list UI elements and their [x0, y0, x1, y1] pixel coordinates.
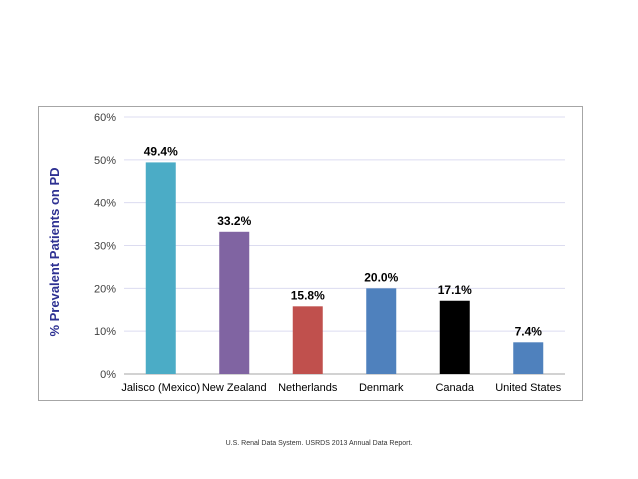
y-tick-label: 0%: [100, 369, 116, 381]
data-label: 33.2%: [217, 214, 251, 228]
y-axis-title: % Prevalent Patients on PD: [47, 167, 62, 336]
y-tick-label: 40%: [94, 198, 116, 210]
x-tick-label: Canada: [435, 382, 474, 394]
data-label: 15.8%: [291, 288, 325, 302]
y-tick-label: 50%: [94, 155, 116, 167]
x-tick-label: New Zealand: [202, 382, 267, 394]
chart-frame: 0% 10% 20% 30% 40% 50% 60% 49.4% 33.2% 15.8% 20.0…: [38, 106, 583, 401]
y-tick-label: 10%: [94, 326, 116, 338]
bar: [292, 306, 323, 374]
bar: [513, 342, 544, 374]
x-axis-ticks: Jalisco (Mexico) New Zealand Netherlands De…: [121, 382, 561, 394]
bar-chart: 0% 10% 20% 30% 40% 50% 60% 49.4% 33.2% 15.8% 20.0…: [47, 112, 565, 394]
bar: [219, 231, 250, 374]
data-label: 17.1%: [438, 283, 472, 297]
data-label: 49.4%: [144, 144, 178, 158]
bar: [145, 162, 176, 374]
data-label: 20.0%: [364, 270, 398, 284]
bar: [366, 288, 397, 374]
data-labels: 49.4% 33.2% 15.8% 20.0% 17.1% 7.4%: [144, 144, 543, 338]
x-tick-label: Netherlands: [278, 382, 338, 394]
y-tick-label: 30%: [94, 241, 116, 253]
gridlines: [124, 116, 565, 375]
bars: [145, 162, 544, 374]
y-axis-ticks: 0% 10% 20% 30% 40% 50% 60%: [94, 112, 116, 381]
x-tick-label: Denmark: [359, 382, 404, 394]
y-tick-label: 60%: [94, 112, 116, 124]
data-label: 7.4%: [515, 324, 543, 338]
x-tick-label: Jalisco (Mexico): [121, 382, 200, 394]
y-tick-label: 20%: [94, 283, 116, 295]
bar: [439, 300, 470, 374]
source-note: U.S. Renal Data System. USRDS 2013 Annua…: [225, 440, 413, 447]
x-tick-label: United States: [495, 382, 562, 394]
